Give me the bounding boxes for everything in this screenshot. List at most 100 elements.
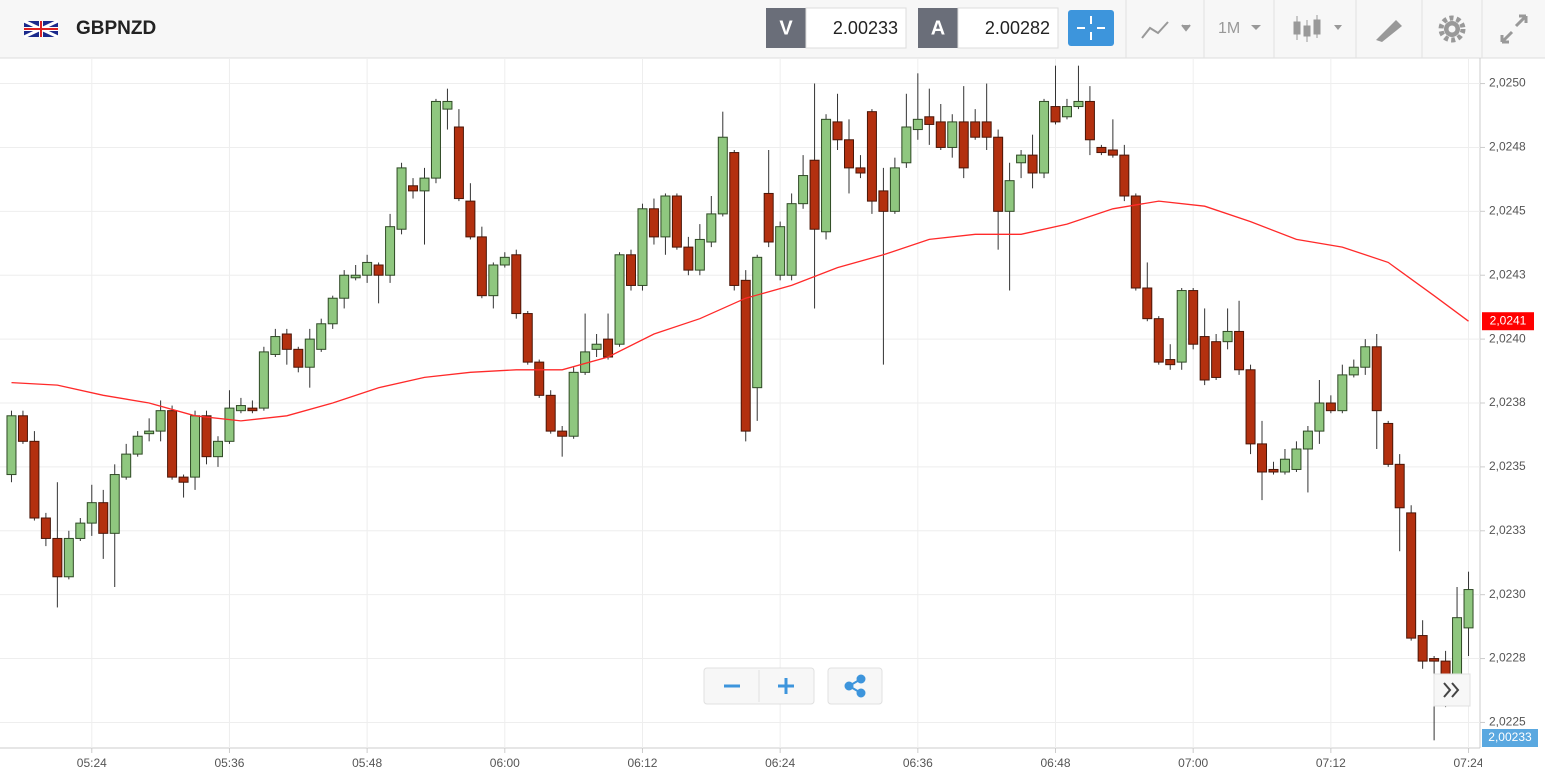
buy-label-box[interactable] [918,8,958,48]
y-tick-label: 2,0245 [1489,204,1526,218]
x-tick-label: 07:24 [1454,756,1484,770]
candle-body [1257,443,1268,473]
candle-body [155,410,166,432]
candle-body [889,167,900,212]
candle-body [1188,290,1199,345]
candle-body [1176,290,1187,363]
candle-body [1084,100,1095,141]
candle-body [545,394,556,432]
candle-body [1165,359,1176,366]
y-tick-label: 2,0233 [1489,523,1526,537]
candle-body [408,185,419,192]
candle-body [683,246,694,271]
flag-icon [23,19,59,39]
grid [0,58,1480,748]
candle-body [775,226,786,276]
candle-body [121,453,132,478]
sell-price-box[interactable] [805,7,907,49]
y-tick-label: 2,0248 [1489,140,1526,154]
candle-body [522,313,533,363]
sell-label[interactable]: V [779,17,793,39]
draw-button[interactable] [1374,20,1402,42]
buy-label[interactable]: A [931,17,945,39]
scroll-end-button[interactable] [1433,673,1471,707]
candle-body [958,121,969,169]
candle-body [924,116,935,125]
candle-body [465,200,476,238]
candle-body [1050,106,1061,123]
candle-body [430,100,441,179]
candle-body [637,208,648,286]
symbol: GBPNZD [76,18,156,39]
candle-body [1463,589,1474,629]
price-tag-label: 2,00233 [1488,730,1532,744]
fullscreen-button[interactable] [1500,14,1528,44]
candle-body [6,415,17,476]
x-tick-label: 06:36 [903,756,933,770]
buy-price[interactable]: 2.00282 [985,18,1050,38]
y-tick-label: 2,0240 [1489,331,1526,345]
candle-body [993,136,1004,212]
candle-body [442,100,453,110]
candle-body [511,254,522,315]
candle-body [212,440,223,458]
candle-body [1130,195,1141,289]
candle-body [901,126,912,164]
price-tag [1482,729,1538,747]
timeframe-arrow[interactable] [1251,25,1261,30]
zoom-in-button[interactable] [778,678,794,694]
candle-body [648,208,659,238]
candle-body [339,274,350,299]
candle-style-button[interactable] [1293,15,1342,42]
candle-body [557,430,568,437]
candle-body [1004,180,1015,212]
candle-body [167,410,178,478]
candle-body [17,415,28,442]
candle-body [1027,154,1038,174]
candle-body [63,537,74,578]
share-button[interactable] [844,674,866,698]
candle-body [1337,374,1348,412]
timeframe[interactable]: 1M [1218,20,1240,37]
x-tick-label: 05:24 [77,756,107,770]
candle-body [1417,635,1428,662]
candle-body [798,175,809,205]
y-tick-label: 2,0230 [1489,587,1526,601]
candle-body [1279,458,1290,473]
candle-body [1348,366,1359,376]
candle-body [1406,512,1417,639]
settings-button[interactable] [1438,15,1466,43]
candle-body [1073,100,1084,108]
sell-price[interactable]: 2.00233 [833,18,898,38]
candle-body [981,121,992,138]
candle-body [488,264,499,297]
x-tick-label: 05:48 [352,756,382,770]
candle-body [740,279,751,432]
candle-body [476,236,487,297]
chart-type-button[interactable] [1141,21,1191,39]
candle-body [453,126,464,200]
buy-price-box[interactable] [957,7,1059,49]
candle-body [970,121,981,138]
candle-body [878,190,889,212]
candle-body [1429,658,1440,662]
candle-body [419,177,430,192]
candle-body [1383,422,1394,465]
candle-body [281,333,292,350]
candle-body [1061,106,1072,118]
candle-body [786,203,797,276]
x-tick-label: 07:00 [1178,756,1208,770]
candle-body [935,121,946,148]
candle-body [1291,448,1302,470]
candle-body [855,167,866,174]
candle-body [109,474,120,534]
candle-body [316,323,327,350]
y-tick-label: 2,0235 [1489,459,1526,473]
candle-body [717,136,728,215]
candle-body [947,121,958,148]
candle-body [671,195,682,248]
crosshair-button[interactable] [1068,10,1114,46]
sell-label-box[interactable] [766,8,806,48]
x-tick-label: 06:24 [765,756,795,770]
candle-body [1394,463,1405,509]
